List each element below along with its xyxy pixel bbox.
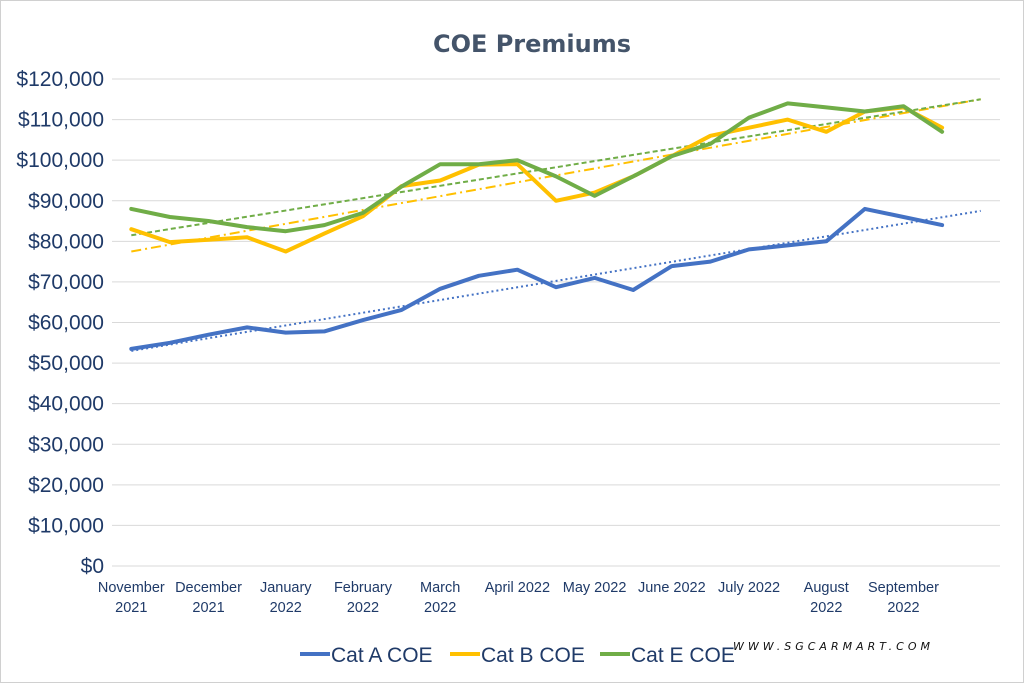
y-tick-label: $20,000 <box>28 474 104 497</box>
legend-label-cat-a-coe: Cat A COE <box>331 644 433 667</box>
watermark-text: WWW.SGCARMART.COM <box>733 640 934 653</box>
y-tick-label: $80,000 <box>28 230 104 253</box>
y-tick-label: $90,000 <box>28 190 104 213</box>
x-tick-label: September 2022 <box>868 580 939 616</box>
legend-label-cat-e-coe: Cat E COE <box>631 644 735 667</box>
series-line-cat-a-coe <box>129 206 945 351</box>
trendline-cat-b-coe <box>131 98 981 253</box>
y-tick-label: $30,000 <box>28 433 104 456</box>
x-tick-label: July 2022 <box>718 580 780 596</box>
x-tick-label: April 2022 <box>485 580 550 596</box>
legend: Cat A COE Cat B COE Cat E COE <box>300 644 735 667</box>
x-tick-label: November 2021 <box>98 580 165 616</box>
x-tick-label: May 2022 <box>563 580 627 596</box>
series-line-cat-e-coe <box>129 101 945 234</box>
y-tick-label: $0 <box>81 555 104 578</box>
legend-label-cat-b-coe: Cat B COE <box>481 644 585 667</box>
x-tick-label: December 2021 <box>175 580 242 616</box>
y-tick-label: $120,000 <box>16 68 104 91</box>
x-tick-label: June 2022 <box>638 580 706 596</box>
trendlines <box>131 98 981 352</box>
x-tick-label: January 2022 <box>260 580 312 616</box>
x-tick-label: February 2022 <box>334 580 393 616</box>
y-tick-label: $50,000 <box>28 352 104 375</box>
series-line-cat-b-coe <box>129 105 945 254</box>
y-tick-label: $40,000 <box>28 393 104 416</box>
y-tick-label: $100,000 <box>16 149 104 172</box>
y-tick-label: $110,000 <box>18 109 104 132</box>
x-tick-label: March 2022 <box>420 580 460 616</box>
chart-title: COE Premiums <box>433 30 631 58</box>
x-axis-ticks: November 2021 December 2021 January 2022 Febru… <box>98 580 939 616</box>
y-axis-ticks: $0 $10,000 $20,000 $30,000 $40,000 $50,000 $60… <box>16 68 104 578</box>
x-tick-label: August 2022 <box>804 580 849 616</box>
y-tick-label: $60,000 <box>28 312 104 335</box>
trendline-cat-e-coe <box>131 98 981 237</box>
series-lines <box>129 101 945 351</box>
y-tick-label: $70,000 <box>28 271 104 294</box>
trendline-cat-a-coe <box>131 209 981 352</box>
y-tick-label: $10,000 <box>28 514 104 537</box>
